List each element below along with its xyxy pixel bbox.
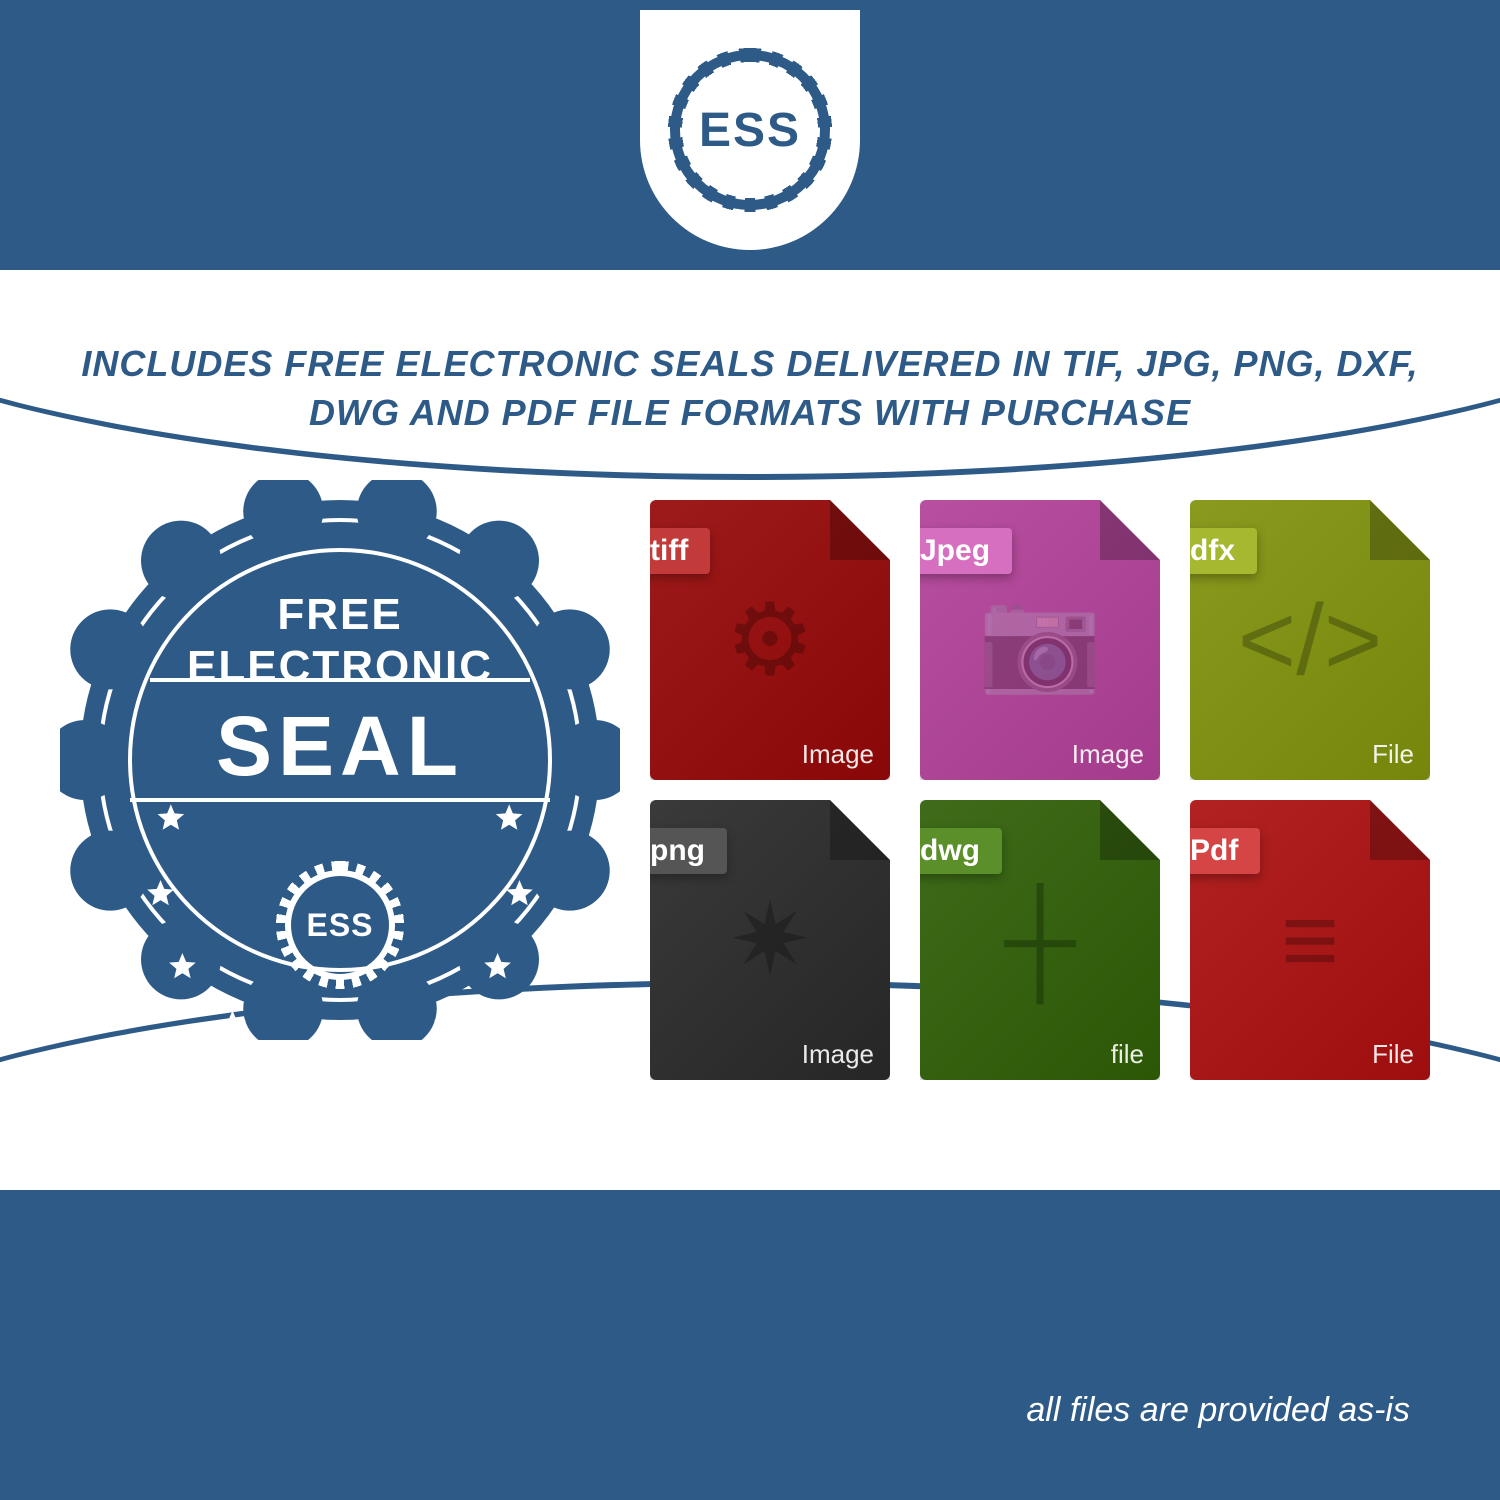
file-label: png (636, 828, 727, 874)
logo-text: ESS (699, 103, 801, 158)
file-glyph-icon: ┼ (920, 890, 1160, 990)
file-glyph-icon: 📷 (920, 590, 1160, 690)
file-label: dfx (1176, 528, 1257, 574)
seal-gear-text: ESS (285, 870, 395, 980)
file-icon-jpeg: Jpeg📷Image (920, 500, 1160, 780)
file-footer: file (1111, 1039, 1144, 1070)
file-icon-dfx: dfx</>File (1190, 500, 1430, 780)
page-fold-icon (1370, 500, 1430, 560)
file-label: tiff (636, 528, 710, 574)
file-glyph-icon: </> (1190, 590, 1430, 690)
file-glyph-icon: ⚙ (650, 590, 890, 690)
file-label: dwg (906, 828, 1002, 874)
file-glyph-icon: ≡ (1190, 890, 1430, 990)
page-fold-icon (830, 500, 890, 560)
file-footer: File (1372, 1039, 1414, 1070)
file-formats-grid: tiff⚙ImageJpeg📷Imagedfx</>Filepng✷Imaged… (650, 500, 1430, 1080)
page-fold-icon (1100, 500, 1160, 560)
headline: INCLUDES FREE ELECTRONIC SEALS DELIVERED… (0, 340, 1500, 437)
ess-logo: ESS (640, 10, 860, 250)
file-icon-pdf: Pdf≡File (1190, 800, 1430, 1080)
file-footer: Image (1072, 739, 1144, 770)
file-icon-tiff: tiff⚙Image (650, 500, 890, 780)
content-row: FREE ELECTRONIC SEAL ESS tiff ⚙ Image Jpeg 📷… (60, 480, 1440, 1080)
file-icon-dwg: dwg┼file (920, 800, 1160, 1080)
file-icon-png: png✷Image (650, 800, 890, 1080)
seal-gear-icon: ESS (275, 860, 405, 990)
file-footer: Image (802, 1039, 874, 1070)
file-footer: File (1372, 739, 1414, 770)
page-fold-icon (1370, 800, 1430, 860)
file-label: Pdf (1176, 828, 1260, 874)
file-label: Jpeg (906, 528, 1012, 574)
file-footer: Image (802, 739, 874, 770)
free-electronic-seal-badge: FREE ELECTRONIC SEAL ESS (60, 480, 620, 1040)
disclaimer-text: all files are provided as-is (1026, 1391, 1410, 1430)
gear-icon: ESS (670, 50, 830, 210)
page-fold-icon (830, 800, 890, 860)
page-fold-icon (1100, 800, 1160, 860)
file-glyph-icon: ✷ (650, 890, 890, 990)
